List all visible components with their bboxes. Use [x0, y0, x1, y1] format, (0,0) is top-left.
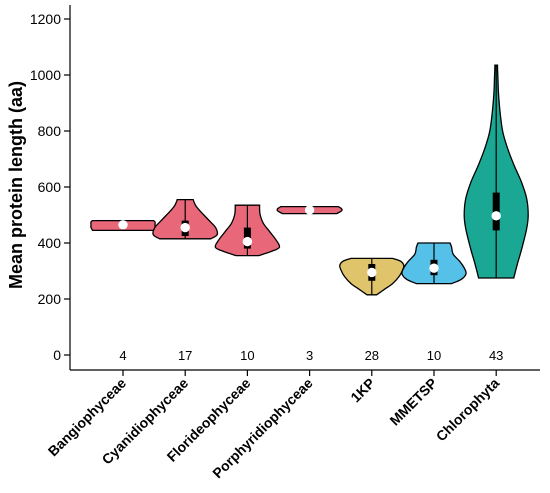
violin-median-point [180, 222, 190, 233]
sample-count-label: 28 [365, 348, 379, 363]
violins [90, 64, 529, 296]
sample-count-label: 43 [489, 348, 503, 363]
y-axis: 0 200 400 600 800 1000 1200 [30, 5, 71, 370]
y-tick-label: 1200 [30, 11, 61, 27]
violin-median-point [491, 211, 501, 221]
violin-median-point [429, 263, 439, 273]
x-tick-label: Chlorophyta [433, 375, 503, 445]
sample-counts: 4 17 10 3 28 10 43 [119, 348, 503, 363]
y-axis-title: Mean protein length (aa) [6, 81, 26, 289]
violin-median-point [304, 205, 315, 215]
x-tick-label: 1KP [347, 375, 378, 406]
y-tick-label: 200 [38, 291, 62, 307]
violin-median-point [118, 220, 128, 230]
x-axis [70, 369, 540, 376]
sample-count-label: 3 [306, 348, 313, 363]
x-tick-label: MMETSP [386, 375, 440, 429]
y-tick-label: 400 [38, 235, 62, 251]
y-tick-label: 600 [38, 179, 62, 195]
y-tick-label: 800 [38, 123, 62, 139]
category-labels: BangiophyceaeCyanidiophyceaeFlorideophyc… [45, 375, 503, 482]
sample-count-label: 10 [240, 348, 254, 363]
sample-count-label: 17 [178, 348, 192, 363]
y-tick-label: 0 [53, 347, 61, 363]
sample-count-label: 4 [119, 348, 126, 363]
sample-count-label: 10 [427, 348, 441, 363]
violin-median-point [367, 267, 377, 278]
violin-median-point [242, 236, 253, 247]
y-tick-label: 1000 [30, 67, 61, 83]
